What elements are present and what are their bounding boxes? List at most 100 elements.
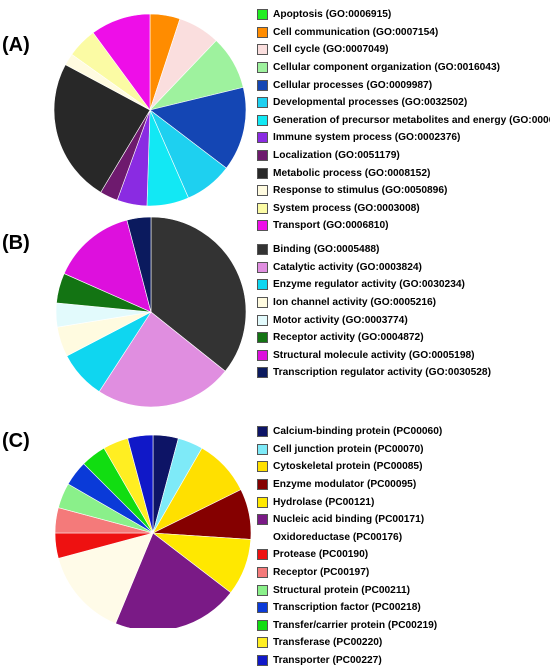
pie-slice bbox=[98, 311, 226, 408]
legend-entry: Cell junction protein (PC00070) bbox=[257, 441, 442, 459]
pie-slice bbox=[127, 434, 154, 534]
panel-a-label: (A) bbox=[2, 34, 30, 56]
legend-entry: Ion channel activity (GO:0005216) bbox=[257, 294, 491, 312]
legend-label: Structural protein (PC00211) bbox=[273, 584, 411, 596]
legend-label: Transcription regulator activity (GO:003… bbox=[273, 367, 491, 379]
legend-entry: Binding (GO:0005488) bbox=[257, 241, 491, 259]
legend-swatch bbox=[257, 584, 268, 596]
legend-swatch bbox=[257, 79, 268, 91]
legend-label: Transfer/carrier protein (PC00219) bbox=[273, 619, 438, 631]
legend-entry: Motor activity (GO:0003774) bbox=[257, 311, 491, 329]
pie-chart-a bbox=[53, 13, 247, 207]
legend-swatch bbox=[257, 185, 268, 197]
legend-swatch bbox=[257, 62, 268, 74]
legend-entry: Structural protein (PC00211) bbox=[257, 581, 442, 599]
legend-label: Oxidoreductase (PC00176) bbox=[273, 531, 403, 543]
legend-entry: Oxidoreductase (PC00176) bbox=[257, 529, 442, 547]
legend-label: Enzyme modulator (PC00095) bbox=[273, 479, 417, 491]
legend-entry: Developmental processes (GO:0032502) bbox=[257, 94, 550, 112]
legend-swatch bbox=[257, 496, 268, 508]
legend-label: Transporter (PC00227) bbox=[273, 655, 382, 667]
legend-swatch bbox=[257, 314, 268, 326]
legend-swatch bbox=[257, 202, 268, 214]
legend-label: Metabolic process (GO:0008152) bbox=[273, 167, 431, 179]
legend-entry: Receptor (PC00197) bbox=[257, 564, 442, 582]
legend-swatch bbox=[257, 167, 268, 179]
legend-label: Transcription factor (PC00218) bbox=[273, 602, 421, 614]
legend-label: Localization (GO:0051179) bbox=[273, 150, 400, 162]
legend-entry: Localization (GO:0051179) bbox=[257, 147, 550, 165]
panel-b-label: (B) bbox=[2, 232, 30, 254]
legend-label: Enzyme regulator activity (GO:0030234) bbox=[273, 279, 465, 291]
legend-entry: Cytoskeletal protein (PC00085) bbox=[257, 458, 442, 476]
legend-swatch bbox=[257, 132, 268, 144]
legend-label: Cell communication (GO:0007154) bbox=[273, 26, 439, 38]
legend-label: Cellular processes (GO:0009987) bbox=[273, 79, 433, 91]
legend-swatch bbox=[257, 637, 268, 649]
legend-label: Binding (GO:0005488) bbox=[273, 244, 380, 256]
legend-entry: Metabolic process (GO:0008152) bbox=[257, 164, 550, 182]
legend-swatch bbox=[257, 461, 268, 473]
legend-label: Cell cycle (GO:0007049) bbox=[273, 44, 389, 56]
legend-label: Receptor activity (GO:0004872) bbox=[273, 332, 424, 344]
legend-swatch bbox=[257, 279, 268, 291]
legend-label: Cell junction protein (PC00070) bbox=[273, 443, 424, 455]
legend-label: Nucleic acid binding (PC00171) bbox=[273, 514, 425, 526]
legend-label: Transferase (PC00220) bbox=[273, 637, 383, 649]
pie-slice bbox=[149, 87, 247, 169]
legend-c: Calcium-binding protein (PC00060) Cell ju… bbox=[257, 423, 442, 669]
legend-entry: Cellular component organization (GO:0016… bbox=[257, 59, 550, 77]
legend-swatch bbox=[257, 150, 268, 162]
legend-label: Transport (GO:0006810) bbox=[273, 220, 389, 232]
legend-entry: Apoptosis (GO:0006915) bbox=[257, 6, 550, 24]
legend-swatch bbox=[257, 367, 268, 379]
legend-label: Cytoskeletal protein (PC00085) bbox=[273, 461, 423, 473]
legend-swatch bbox=[257, 297, 268, 309]
legend-swatch bbox=[257, 261, 268, 273]
legend-entry: Enzyme regulator activity (GO:0030234) bbox=[257, 276, 491, 294]
legend-label: Developmental processes (GO:0032502) bbox=[273, 97, 468, 109]
panel-c: (C) Calcium-binding protein (PC00060) Cel… bbox=[0, 420, 550, 667]
legend-swatch bbox=[257, 602, 268, 614]
pie-chart-b bbox=[55, 216, 247, 408]
legend-label: Motor activity (GO:0003774) bbox=[273, 314, 408, 326]
legend-entry: Transcription regulator activity (GO:003… bbox=[257, 364, 491, 382]
legend-swatch bbox=[257, 549, 268, 561]
legend-entry: Transferase (PC00220) bbox=[257, 634, 442, 652]
legend-label: Response to stimulus (GO:0050896) bbox=[273, 185, 448, 197]
legend-entry: Enzyme modulator (PC00095) bbox=[257, 476, 442, 494]
pie-slice bbox=[126, 216, 152, 313]
panel-b: (B) Binding (GO:0005488) Catalytic activi… bbox=[0, 210, 550, 420]
legend-entry: System process (GO:0003008) bbox=[257, 200, 550, 218]
legend-b: Binding (GO:0005488) Catalytic activity (… bbox=[257, 241, 491, 382]
legend-label: Generation of precursor metabolites and … bbox=[273, 114, 550, 126]
legend-entry: Transport (GO:0006810) bbox=[257, 217, 550, 235]
legend-entry: Cell cycle (GO:0007049) bbox=[257, 41, 550, 59]
panel-a: (A) Apoptosis (GO:0006915) Cell communica… bbox=[0, 0, 550, 232]
legend-label: Receptor (PC00197) bbox=[273, 567, 370, 579]
pie-slice bbox=[53, 64, 151, 193]
legend-entry: Transporter (PC00227) bbox=[257, 652, 442, 669]
pie-chart-c bbox=[54, 434, 252, 628]
legend-swatch bbox=[257, 426, 268, 438]
legend-label: System process (GO:0003008) bbox=[273, 202, 420, 214]
legend-swatch bbox=[257, 567, 268, 579]
legend-label: Structural molecule activity (GO:0005198… bbox=[273, 349, 475, 361]
legend-swatch bbox=[257, 26, 268, 38]
legend-entry: Transfer/carrier protein (PC00219) bbox=[257, 617, 442, 635]
pie-slice bbox=[63, 219, 152, 313]
legend-label: Cellular component organization (GO:0016… bbox=[273, 62, 501, 74]
legend-entry: Generation of precursor metabolites and … bbox=[257, 112, 550, 130]
legend-entry: Catalytic activity (GO:0003824) bbox=[257, 259, 491, 277]
legend-swatch bbox=[257, 114, 268, 126]
legend-swatch bbox=[257, 332, 268, 344]
legend-a: Apoptosis (GO:0006915) Cell communication… bbox=[257, 6, 550, 235]
legend-swatch bbox=[257, 9, 268, 21]
legend-entry: Cell communication (GO:0007154) bbox=[257, 24, 550, 42]
legend-entry: Transcription factor (PC00218) bbox=[257, 599, 442, 617]
legend-entry: Structural molecule activity (GO:0005198… bbox=[257, 347, 491, 365]
legend-label: Ion channel activity (GO:0005216) bbox=[273, 297, 437, 309]
legend-entry: Hydrolase (PC00121) bbox=[257, 493, 442, 511]
legend-swatch bbox=[257, 514, 268, 526]
legend-swatch bbox=[257, 619, 268, 631]
